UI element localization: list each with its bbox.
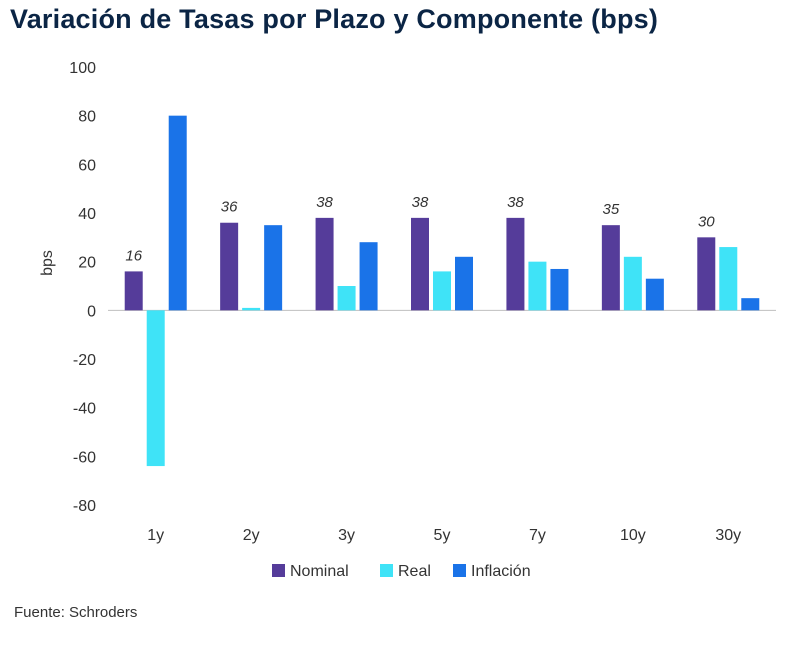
legend-label: Nominal <box>290 563 349 580</box>
bar-nominal-7y <box>506 217 525 311</box>
data-label-1y: 16 <box>125 247 142 264</box>
y-tick-label: -20 <box>73 352 96 369</box>
y-tick-label: 40 <box>78 206 96 223</box>
bar-inflaci-n-30y <box>741 298 760 311</box>
bar-real-30y <box>719 247 738 311</box>
bars-group <box>124 115 760 467</box>
source-note: Fuente: Schroders <box>14 604 138 621</box>
bar-real-7y <box>528 261 547 311</box>
bar-real-3y <box>337 286 356 311</box>
x-tick-label: 5y <box>434 527 451 544</box>
y-tick-label: 60 <box>78 157 96 174</box>
x-tick-label: 1y <box>147 527 164 544</box>
legend-label: Real <box>398 563 431 580</box>
y-tick-label: 100 <box>69 60 96 77</box>
bar-nominal-2y <box>220 222 239 311</box>
bar-inflaci-n-1y <box>168 115 187 311</box>
data-label-3y: 38 <box>316 194 333 211</box>
data-labels: 16 36 38 38 38 35 30 <box>125 194 715 265</box>
y-tick-label: 0 <box>87 303 96 320</box>
bar-real-10y <box>623 256 642 311</box>
chart-title: Variación de Tasas por Plazo y Component… <box>10 4 659 34</box>
y-axis-ticks: 100 80 60 40 20 0 -20 -40 -60 -80 <box>69 60 96 515</box>
bar-inflaci-n-5y <box>455 256 473 311</box>
bar-inflaci-n-3y <box>359 242 378 311</box>
legend-swatch-real <box>380 564 393 577</box>
bar-nominal-3y <box>315 217 334 311</box>
x-tick-label: 10y <box>620 527 646 544</box>
legend: Nominal Real Inflación <box>272 563 531 580</box>
bar-inflaci-n-2y <box>264 225 283 311</box>
bar-nominal-5y <box>411 217 429 311</box>
y-tick-label: 20 <box>78 255 96 272</box>
legend-label: Inflación <box>471 563 531 580</box>
y-tick-label: -60 <box>73 449 96 466</box>
data-label-2y: 36 <box>221 199 238 216</box>
y-tick-label: -80 <box>73 498 96 515</box>
bar-real-1y <box>146 310 165 467</box>
bar-chart: 100 80 60 40 20 0 -20 -40 -60 -80 bps 16 36 38 38 38 3… <box>39 60 776 580</box>
bar-nominal-30y <box>697 237 716 311</box>
x-tick-label: 2y <box>243 527 260 544</box>
y-tick-label: -40 <box>73 401 96 418</box>
x-axis-ticks: 1y 2y 3y 5y 7y 10y 30y <box>147 527 741 544</box>
data-label-30y: 30 <box>698 213 715 230</box>
y-tick-label: 80 <box>78 109 96 126</box>
x-tick-label: 30y <box>715 527 741 544</box>
bar-nominal-10y <box>601 225 620 311</box>
data-label-7y: 38 <box>507 194 524 211</box>
legend-swatch-nominal <box>272 564 285 577</box>
y-axis-label: bps <box>39 250 56 276</box>
bar-inflaci-n-10y <box>645 278 664 311</box>
data-label-10y: 35 <box>603 201 620 218</box>
bar-inflaci-n-7y <box>550 268 569 311</box>
bar-real-5y <box>433 271 451 311</box>
x-tick-label: 7y <box>529 527 546 544</box>
legend-swatch-inflaci-n <box>453 564 466 577</box>
x-tick-label: 3y <box>338 527 355 544</box>
data-label-5y: 38 <box>412 194 429 211</box>
bar-nominal-1y <box>124 271 143 311</box>
bar-real-2y <box>242 307 261 311</box>
